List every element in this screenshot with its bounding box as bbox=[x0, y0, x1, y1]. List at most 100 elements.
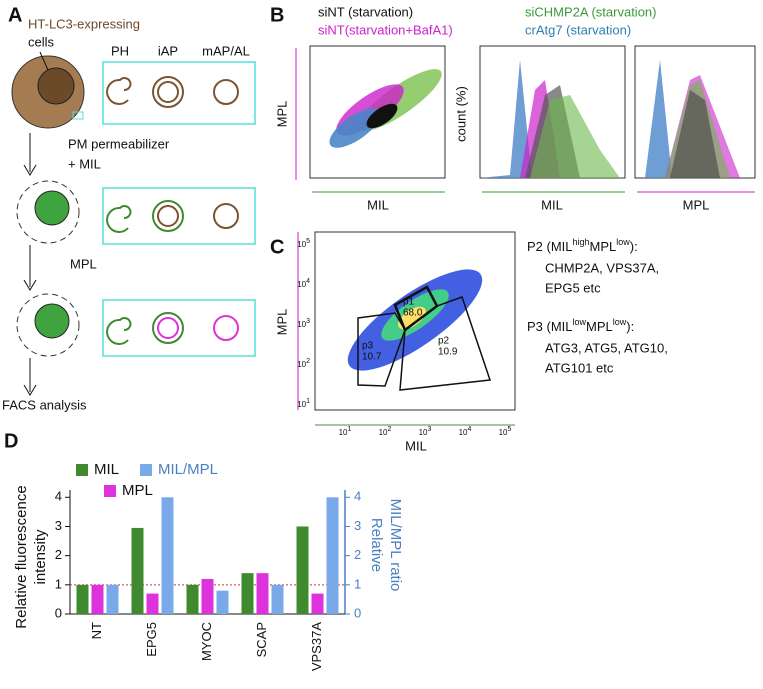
note-head: P2 (MILhighMPLlow): bbox=[527, 237, 638, 254]
bar bbox=[161, 497, 174, 614]
x-tick-label: SCAP bbox=[254, 622, 269, 657]
tick-base: 10 bbox=[297, 400, 306, 409]
gate bbox=[399, 296, 492, 391]
legend-entry: siNT(starvation+BafA1) bbox=[318, 22, 453, 37]
x-tick-label: 101 bbox=[339, 426, 352, 437]
x-tick-label: 102 bbox=[379, 426, 392, 437]
y-label: count (%) bbox=[453, 86, 468, 142]
y-tick-label: 103 bbox=[297, 318, 310, 329]
stage: mAP/AL bbox=[202, 43, 250, 58]
tick-exp: 3 bbox=[428, 426, 432, 433]
legend-label: MIL bbox=[94, 461, 119, 478]
bar bbox=[311, 593, 324, 614]
stage: PH bbox=[111, 43, 129, 58]
tick-exp: 4 bbox=[306, 278, 310, 285]
x-label: MIL bbox=[405, 438, 427, 453]
note-sup: low bbox=[573, 317, 587, 327]
tick-exp: 2 bbox=[306, 358, 310, 365]
note-head: P3 (MILlowMPLlow): bbox=[527, 317, 634, 334]
tick-base: 10 bbox=[297, 240, 306, 249]
iap bbox=[157, 317, 179, 339]
nucleus bbox=[34, 303, 70, 339]
bar bbox=[91, 584, 104, 614]
note-line: CHMP2A, VPS37A, bbox=[545, 260, 659, 275]
tick-exp: 2 bbox=[388, 426, 392, 433]
y2-tick-label: 4 bbox=[354, 489, 361, 504]
iap bbox=[152, 76, 184, 108]
y-label: intensity bbox=[32, 529, 49, 585]
gate bbox=[357, 312, 406, 387]
note: P3 (MIL bbox=[527, 319, 573, 334]
cell bbox=[16, 180, 80, 244]
panel-label: A bbox=[8, 4, 22, 26]
gate-value: 68.0 bbox=[403, 308, 423, 319]
tick-exp: 1 bbox=[348, 426, 352, 433]
y-label: MPL bbox=[274, 309, 289, 336]
bar bbox=[241, 573, 254, 614]
tick-base: 10 bbox=[459, 428, 468, 437]
bar bbox=[296, 526, 309, 614]
tick-base: 10 bbox=[297, 320, 306, 329]
note-sup: high bbox=[573, 237, 590, 247]
map bbox=[213, 203, 239, 229]
iap bbox=[157, 205, 179, 227]
zoom bbox=[72, 111, 84, 120]
y2-tick-label: 2 bbox=[354, 547, 361, 562]
x-tick-label: MYOC bbox=[199, 622, 214, 661]
x-tick-label: VPS37A bbox=[309, 622, 324, 671]
y2-label: Relative bbox=[368, 518, 385, 572]
step: + MIL bbox=[68, 156, 101, 171]
y2-tick-label: 0 bbox=[354, 605, 361, 620]
panel-label: C bbox=[270, 236, 284, 258]
cloud bbox=[366, 103, 398, 129]
bar bbox=[271, 584, 284, 614]
y2-tick-label: 1 bbox=[354, 576, 361, 591]
bar bbox=[76, 584, 89, 614]
legend-swatch bbox=[76, 464, 88, 476]
gate-name: p3 bbox=[362, 341, 374, 352]
y-tick-label: 0 bbox=[55, 605, 62, 620]
y-tick-label: 3 bbox=[55, 518, 62, 533]
bar bbox=[326, 497, 339, 614]
x-tick-label: NT bbox=[89, 622, 104, 639]
nucleus bbox=[37, 67, 75, 105]
stage: iAP bbox=[158, 43, 178, 58]
bar bbox=[131, 527, 144, 614]
tick-base: 10 bbox=[339, 428, 348, 437]
step: FACS analysis bbox=[2, 397, 87, 412]
legend-entry: crAtg7 (starvation) bbox=[525, 22, 631, 37]
bar bbox=[186, 584, 199, 614]
gate-name: p2 bbox=[438, 336, 450, 347]
iap bbox=[152, 200, 184, 232]
note-line: EPG5 etc bbox=[545, 280, 601, 295]
tick-base: 10 bbox=[379, 428, 388, 437]
note: ): bbox=[626, 319, 634, 334]
panel-label: B bbox=[270, 4, 284, 26]
x-label: MPL bbox=[683, 197, 710, 212]
tick-base: 10 bbox=[499, 428, 508, 437]
bar bbox=[146, 593, 159, 614]
note-line: ATG3, ATG5, ATG10, bbox=[545, 340, 668, 355]
bar bbox=[106, 584, 119, 614]
tick-exp: 5 bbox=[508, 426, 512, 433]
x-tick-label: 104 bbox=[459, 426, 472, 437]
gate-value: 10.9 bbox=[438, 347, 458, 358]
gate-value: 10.7 bbox=[362, 352, 382, 363]
note-sup: low bbox=[616, 237, 630, 247]
note: P2 (MIL bbox=[527, 239, 573, 254]
tick-base: 10 bbox=[297, 360, 306, 369]
y-tick-label: 102 bbox=[297, 358, 310, 369]
tick-exp: 1 bbox=[306, 398, 310, 405]
y-tick-label: 104 bbox=[297, 278, 310, 289]
histogram bbox=[480, 60, 532, 178]
bar bbox=[201, 578, 214, 614]
note-line: ATG101 etc bbox=[545, 360, 614, 375]
y-label: MPL bbox=[274, 101, 289, 128]
y-tick-label: 4 bbox=[55, 489, 62, 504]
note: ): bbox=[630, 239, 638, 254]
histogram bbox=[645, 60, 672, 178]
y-tick-label: 101 bbox=[297, 398, 310, 409]
panel-c: C p1 68.0 p3 10.7 p2 10.9 MPL MIL 101101… bbox=[270, 231, 668, 453]
